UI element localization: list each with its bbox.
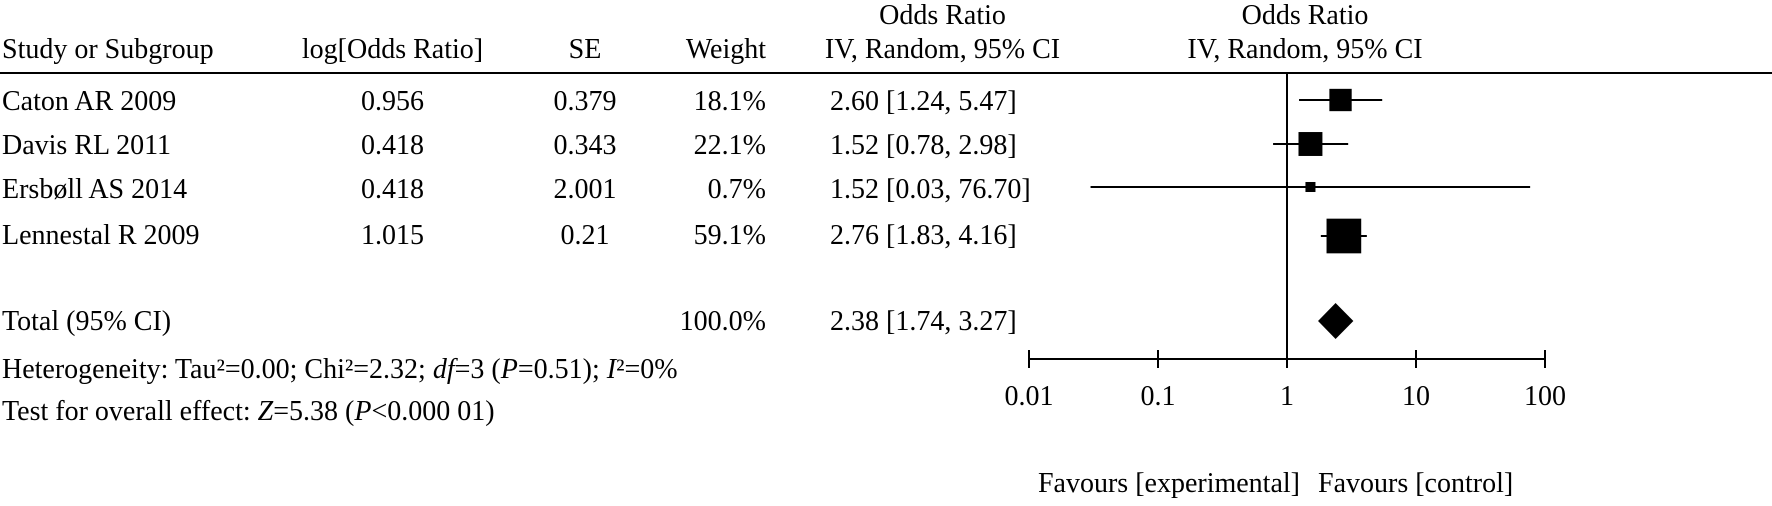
study-weight: 0.7% [707,174,766,205]
study-log-or: 0.418 [361,130,424,161]
header-or-top: Odds Ratio [879,0,1006,31]
study-name: Davis RL 2011 [2,130,172,161]
total-ci-text: 2.38 [1.74, 3.27] [830,306,1017,337]
heterogeneity-text: Heterogeneity: Tau²=0.00; Chi²=2.32; df=… [2,354,678,385]
study-ci-text: 1.52 [0.78, 2.98] [830,130,1017,161]
x-tick-label: 1 [1280,381,1294,412]
header-plot-sub: IV, Random, 95% CI [1187,34,1423,65]
axis-right-label: Favours [control] [1318,468,1514,499]
study-weight: 59.1% [693,220,766,251]
total-weight: 100.0% [679,306,766,337]
pooled-diamond [1318,303,1354,339]
study-ci-text: 2.76 [1.83, 4.16] [830,220,1017,251]
study-se: 0.343 [553,130,617,161]
study-log-or: 0.956 [361,86,424,117]
study-weight: 18.1% [693,86,766,117]
study-se: 0.21 [560,220,610,251]
total-name: Total (95% CI) [2,306,172,337]
study-log-or: 0.418 [361,174,424,205]
study-se: 2.001 [553,174,617,205]
axis-left-label: Favours [experimental] [1037,468,1300,499]
x-tick-label: 100 [1524,381,1566,412]
x-axis: 0.01 0.1 1 10 100 [1005,350,1566,412]
header-log-or: log[Odds Ratio] [301,34,484,65]
study-ci-text: 1.52 [0.03, 76.70] [830,174,1031,205]
study-name: Lennestal R 2009 [2,220,200,251]
header-weight: Weight [685,34,766,65]
study-name: Ersbøll AS 2014 [2,174,188,205]
x-tick-label: 0.1 [1141,381,1176,412]
study-weight: 22.1% [693,130,766,161]
study-ci-text: 2.60 [1.24, 5.47] [830,86,1017,117]
study-log-or: 1.015 [361,220,424,251]
study-name: Caton AR 2009 [2,86,177,117]
effect-square [1298,132,1323,156]
effect-square [1326,218,1362,254]
study-se: 0.379 [553,86,617,117]
x-tick-label: 0.01 [1005,381,1054,412]
header-or-sub: IV, Random, 95% CI [824,34,1061,65]
effect-square [1305,181,1316,193]
header-study: Study or Subgroup [2,34,214,65]
x-tick-label: 10 [1402,381,1430,412]
header-plot-top: Odds Ratio [1241,0,1369,31]
effect-square [1329,88,1352,112]
overall-effect-text: Test for overall effect: Z=5.38 (P<0.000… [2,396,495,427]
header-se: SE [568,34,602,65]
